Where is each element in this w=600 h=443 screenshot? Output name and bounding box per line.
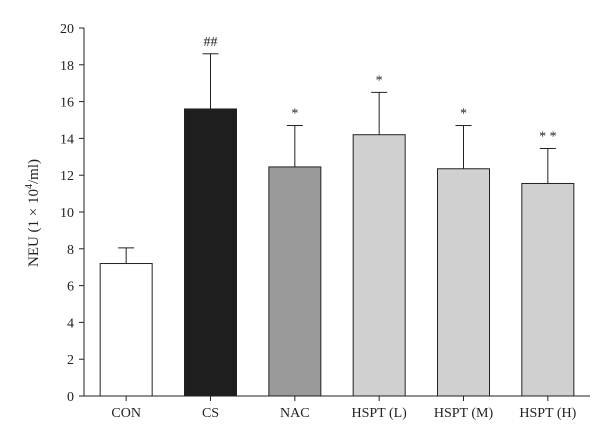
y-tick-label: 0	[67, 390, 74, 405]
y-tick-label: 4	[67, 316, 74, 331]
significance-annotations: ## * * * * *	[204, 35, 557, 145]
x-axis: CON CS NAC HSPT (L) HSPT (M) HSPT (H)	[84, 395, 590, 421]
significance-mark: ##	[204, 35, 218, 50]
y-tick-label: 10	[60, 206, 74, 221]
y-axis-label-sup: 4	[24, 184, 35, 189]
y-tick-label: 2	[67, 353, 74, 368]
x-tick-label: HSPT (L)	[351, 406, 407, 421]
bar-hspt-m	[437, 168, 490, 397]
bar-con	[99, 263, 153, 397]
y-tick-label: 6	[67, 280, 74, 295]
y-axis-label-suffix: /ml)	[26, 159, 42, 184]
bar-hspt-h	[521, 182, 575, 397]
y-tick-label: 12	[60, 169, 74, 184]
x-tick-label: HSPT (H)	[519, 406, 576, 421]
y-tick-label: 18	[60, 59, 74, 74]
x-tick-label: HSPT (M)	[434, 406, 494, 421]
y-tick-label: 20	[60, 22, 74, 37]
bar-hspt-l	[352, 134, 406, 397]
significance-mark: *	[460, 107, 467, 122]
error-bars	[118, 53, 556, 264]
significance-mark: * *	[539, 130, 557, 145]
significance-mark: *	[291, 107, 298, 122]
bar-cs	[184, 108, 237, 397]
x-tick-label: CS	[202, 406, 219, 421]
y-tick-label: 14	[60, 132, 74, 147]
significance-mark: *	[376, 73, 383, 88]
bars	[99, 108, 575, 397]
bar-nac	[268, 166, 322, 397]
y-tick-label: 16	[60, 96, 74, 111]
y-axis: 0 2 4 6 8 10 12 14 16 18 20	[60, 22, 85, 405]
x-tick-label: CON	[111, 406, 141, 421]
x-tick-label: NAC	[280, 406, 310, 421]
y-tick-label: 8	[67, 243, 74, 258]
y-axis-label: NEU (1 × 104/ml)	[24, 159, 42, 267]
y-axis-label-prefix: NEU (1 × 10	[26, 189, 42, 267]
